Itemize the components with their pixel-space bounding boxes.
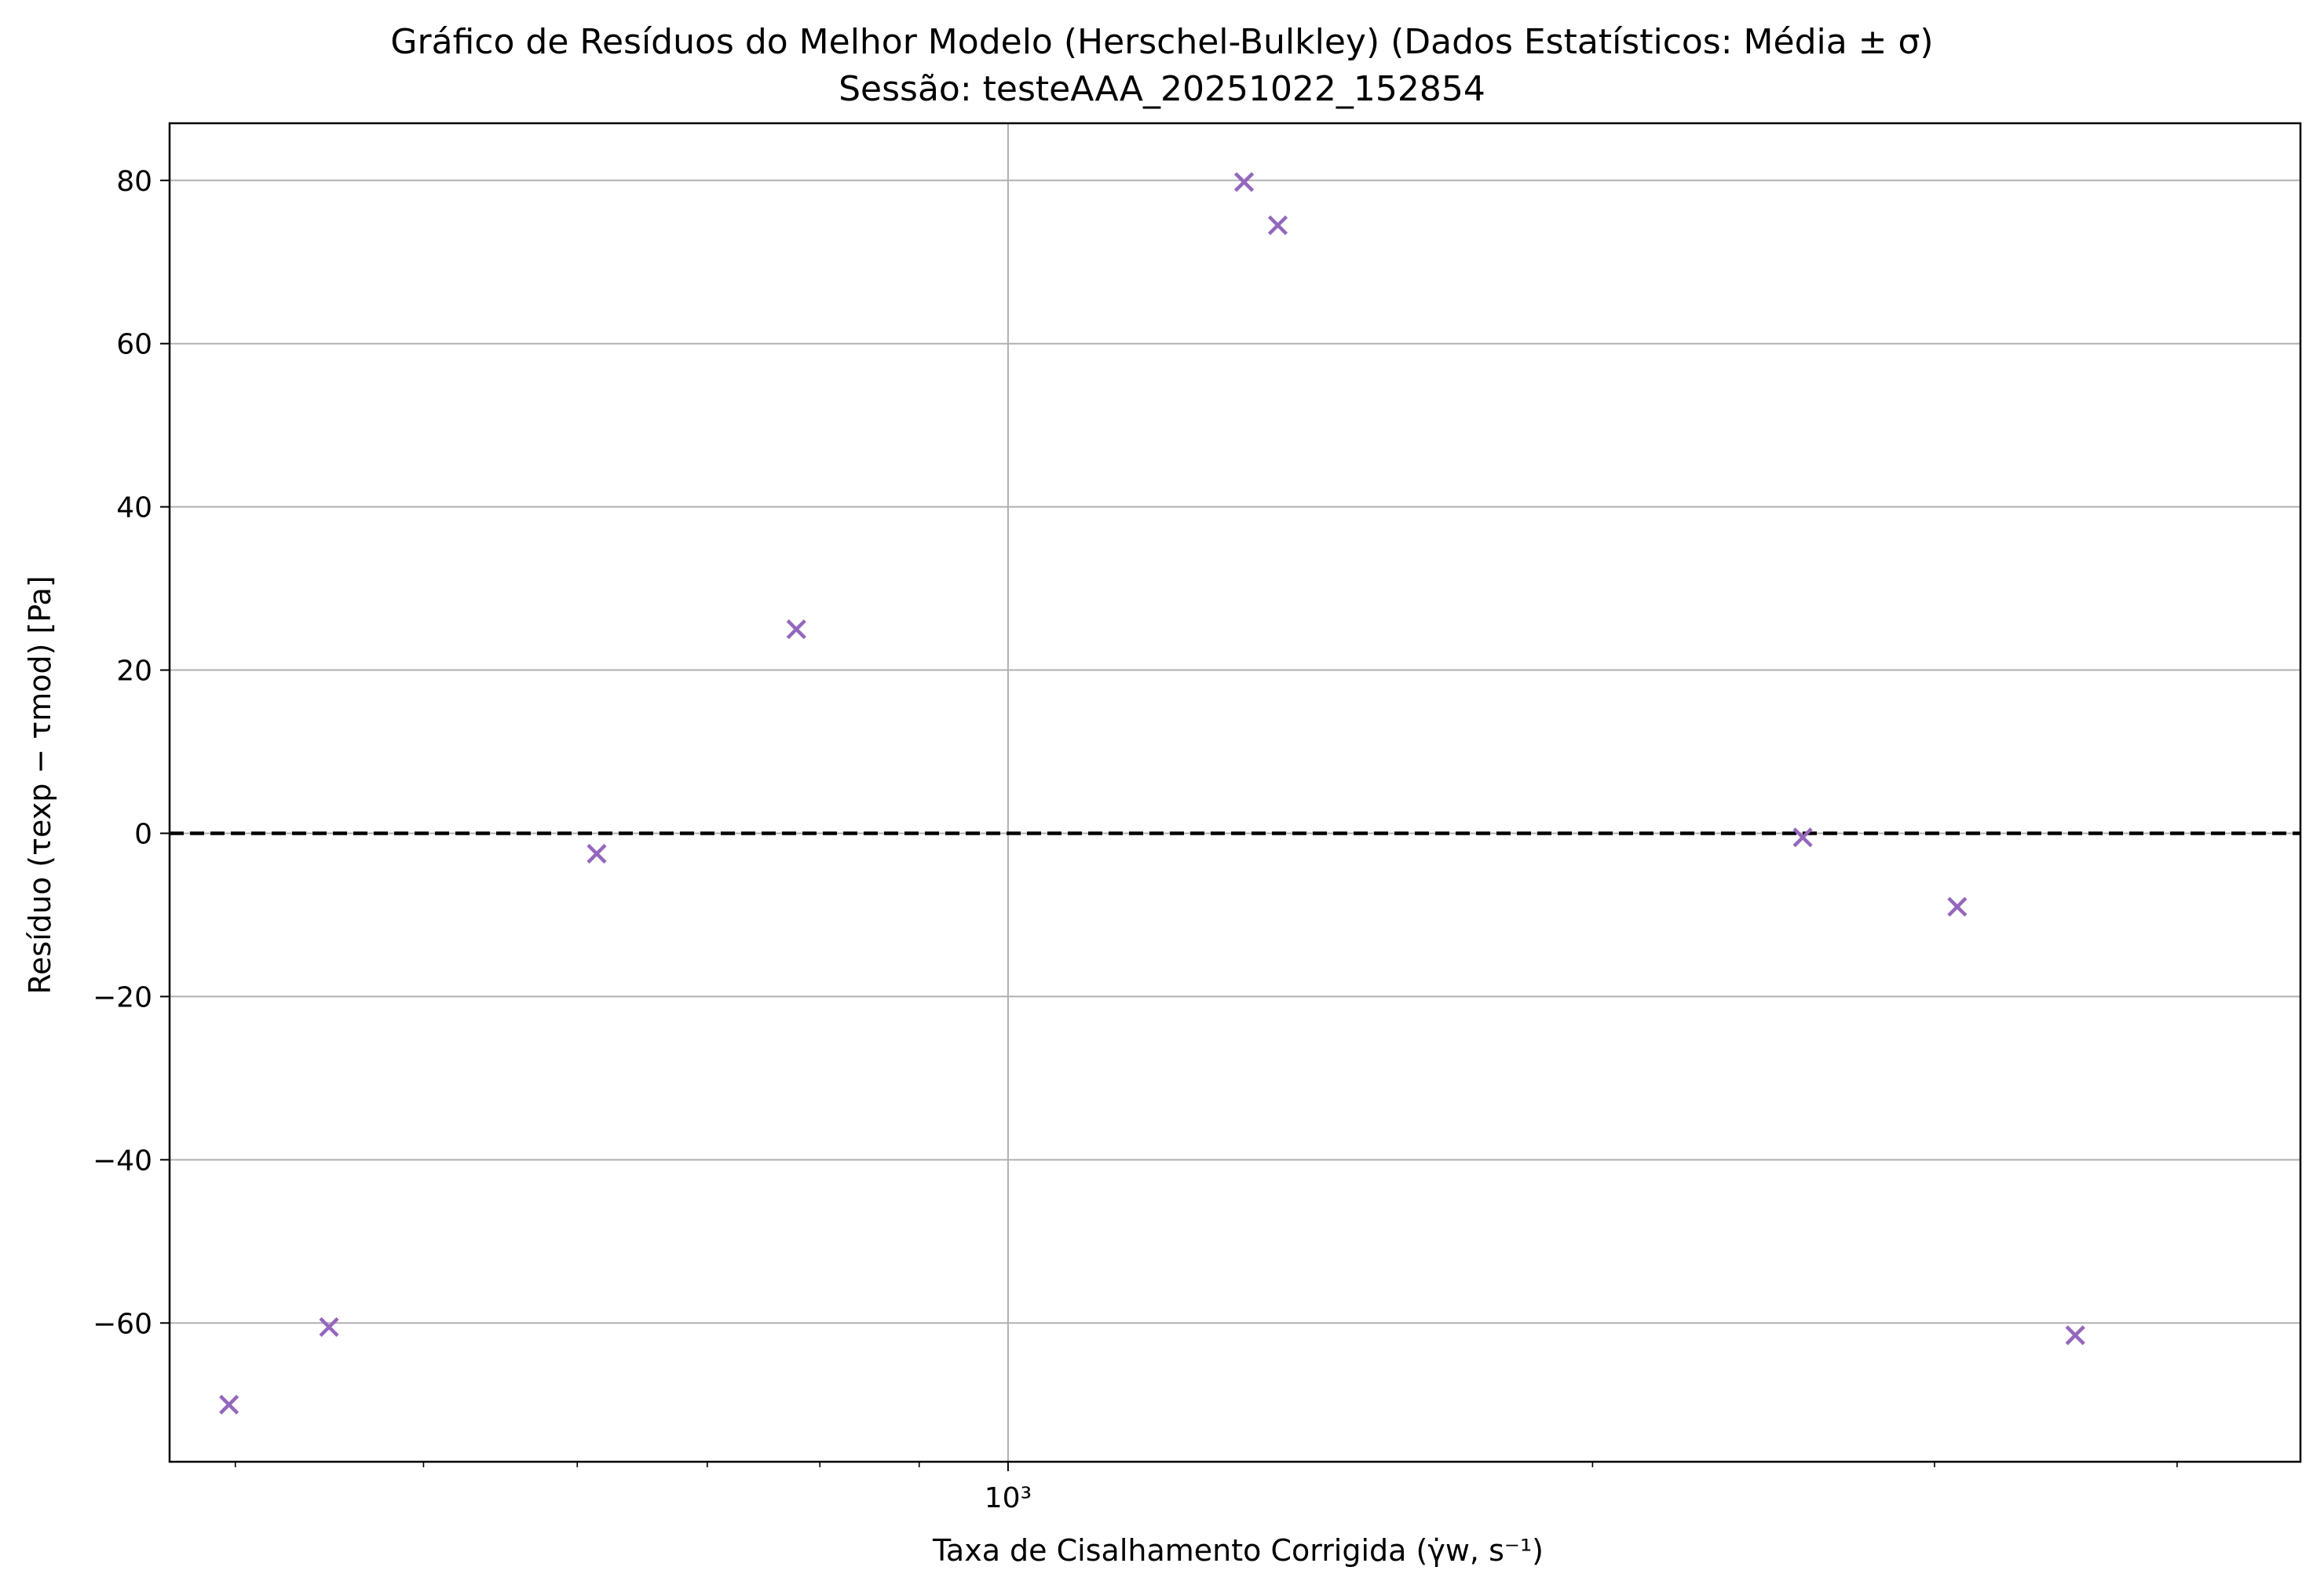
data-point-marker bbox=[1792, 827, 1813, 848]
data-point-marker bbox=[786, 619, 806, 640]
data-point-marker bbox=[1233, 172, 1255, 192]
y-tick-label: 80 bbox=[116, 166, 152, 198]
chart-title: Gráfico de Resíduos do Melhor Modelo (He… bbox=[390, 22, 1933, 62]
x-axis-label: Taxa de Cisalhamento Corrigida (γ̇w, s⁻¹… bbox=[932, 1533, 1544, 1568]
plot-frame bbox=[168, 122, 2302, 1463]
y-tick-label: 20 bbox=[116, 656, 152, 688]
x-tick-label: 10³ bbox=[985, 1482, 1032, 1514]
data-point-marker bbox=[319, 1317, 339, 1338]
data-point-marker bbox=[2065, 1325, 2085, 1346]
y-axis-label: Resíduo (τexp − τmod) [Pa] bbox=[23, 575, 57, 994]
axis-ticks: 80 60 40 20 0 −20 −40 −60 10³ bbox=[93, 166, 2178, 1514]
data-point-marker bbox=[219, 1394, 239, 1415]
data-points bbox=[219, 172, 2085, 1415]
y-tick-label: −20 bbox=[93, 981, 152, 1013]
data-point-marker bbox=[1947, 897, 1968, 917]
y-tick-label: −40 bbox=[93, 1145, 152, 1177]
y-tick-label: 0 bbox=[134, 818, 152, 850]
data-point-marker bbox=[1267, 215, 1288, 236]
grid bbox=[170, 123, 2300, 1462]
y-tick-label: 40 bbox=[116, 492, 152, 524]
data-point-marker bbox=[586, 843, 607, 864]
y-tick-label: −60 bbox=[93, 1308, 152, 1340]
chart-subtitle: Sessão: testeAAA_20251022_152854 bbox=[839, 69, 1485, 109]
y-tick-label: 60 bbox=[116, 329, 152, 361]
